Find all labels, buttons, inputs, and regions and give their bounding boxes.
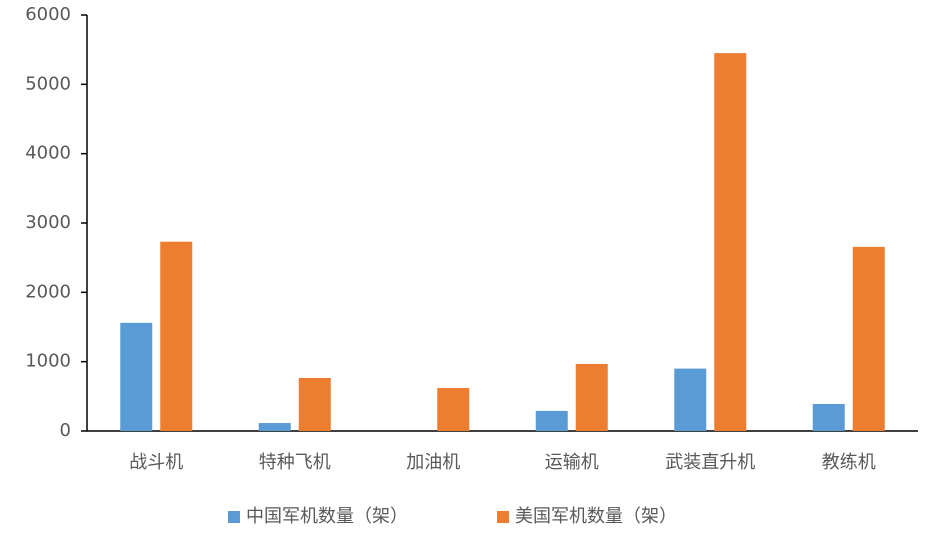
y-tick-label: 6000 <box>25 4 71 25</box>
x-tick-label: 教练机 <box>822 452 876 473</box>
bar <box>298 377 331 431</box>
y-tick-label: 1000 <box>25 351 71 372</box>
legend-label: 中国军机数量（架） <box>246 506 408 527</box>
bar <box>575 363 608 431</box>
x-tick-label: 运输机 <box>545 452 599 473</box>
y-tick-label: 5000 <box>25 73 71 94</box>
legend-label: 美国军机数量（架） <box>515 506 677 527</box>
y-tick-label: 4000 <box>25 143 71 164</box>
bar <box>714 53 747 432</box>
x-tick-label: 武装直升机 <box>665 452 755 473</box>
bar <box>120 322 153 431</box>
legend-swatch <box>497 511 509 523</box>
bar <box>674 368 707 431</box>
bar <box>258 423 291 431</box>
x-tick-label: 战斗机 <box>129 452 183 473</box>
y-tick-label: 0 <box>60 420 71 441</box>
x-tick-label: 特种飞机 <box>259 452 331 473</box>
bar <box>812 403 845 431</box>
x-tick-label: 加油机 <box>406 452 460 473</box>
bar <box>852 246 885 431</box>
legend-swatch <box>228 511 240 523</box>
bar <box>535 410 568 431</box>
y-tick-label: 2000 <box>25 281 71 302</box>
y-tick-label: 3000 <box>25 212 71 233</box>
bar <box>437 388 470 431</box>
bar <box>160 241 193 431</box>
